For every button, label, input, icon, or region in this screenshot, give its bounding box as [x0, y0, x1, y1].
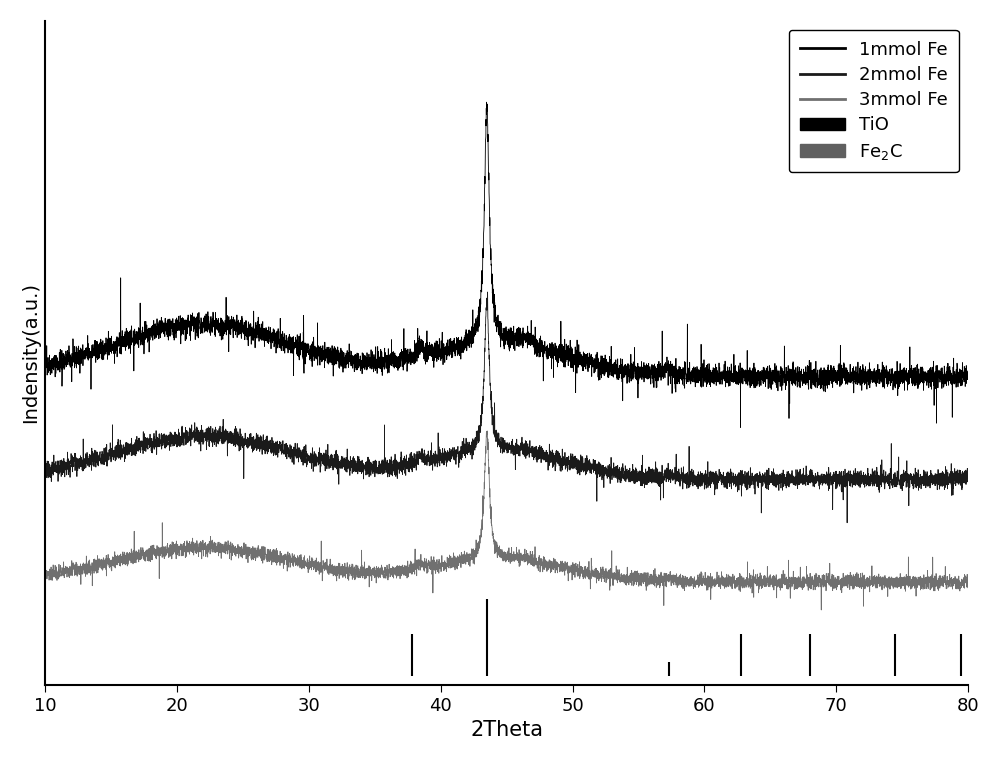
X-axis label: 2Theta: 2Theta [470, 720, 543, 740]
Legend: 1mmol Fe, 2mmol Fe, 3mmol Fe, TiO, Fe$_2$C: 1mmol Fe, 2mmol Fe, 3mmol Fe, TiO, Fe$_2… [789, 30, 959, 173]
Y-axis label: Indensity(a.u.): Indensity(a.u.) [21, 282, 40, 423]
